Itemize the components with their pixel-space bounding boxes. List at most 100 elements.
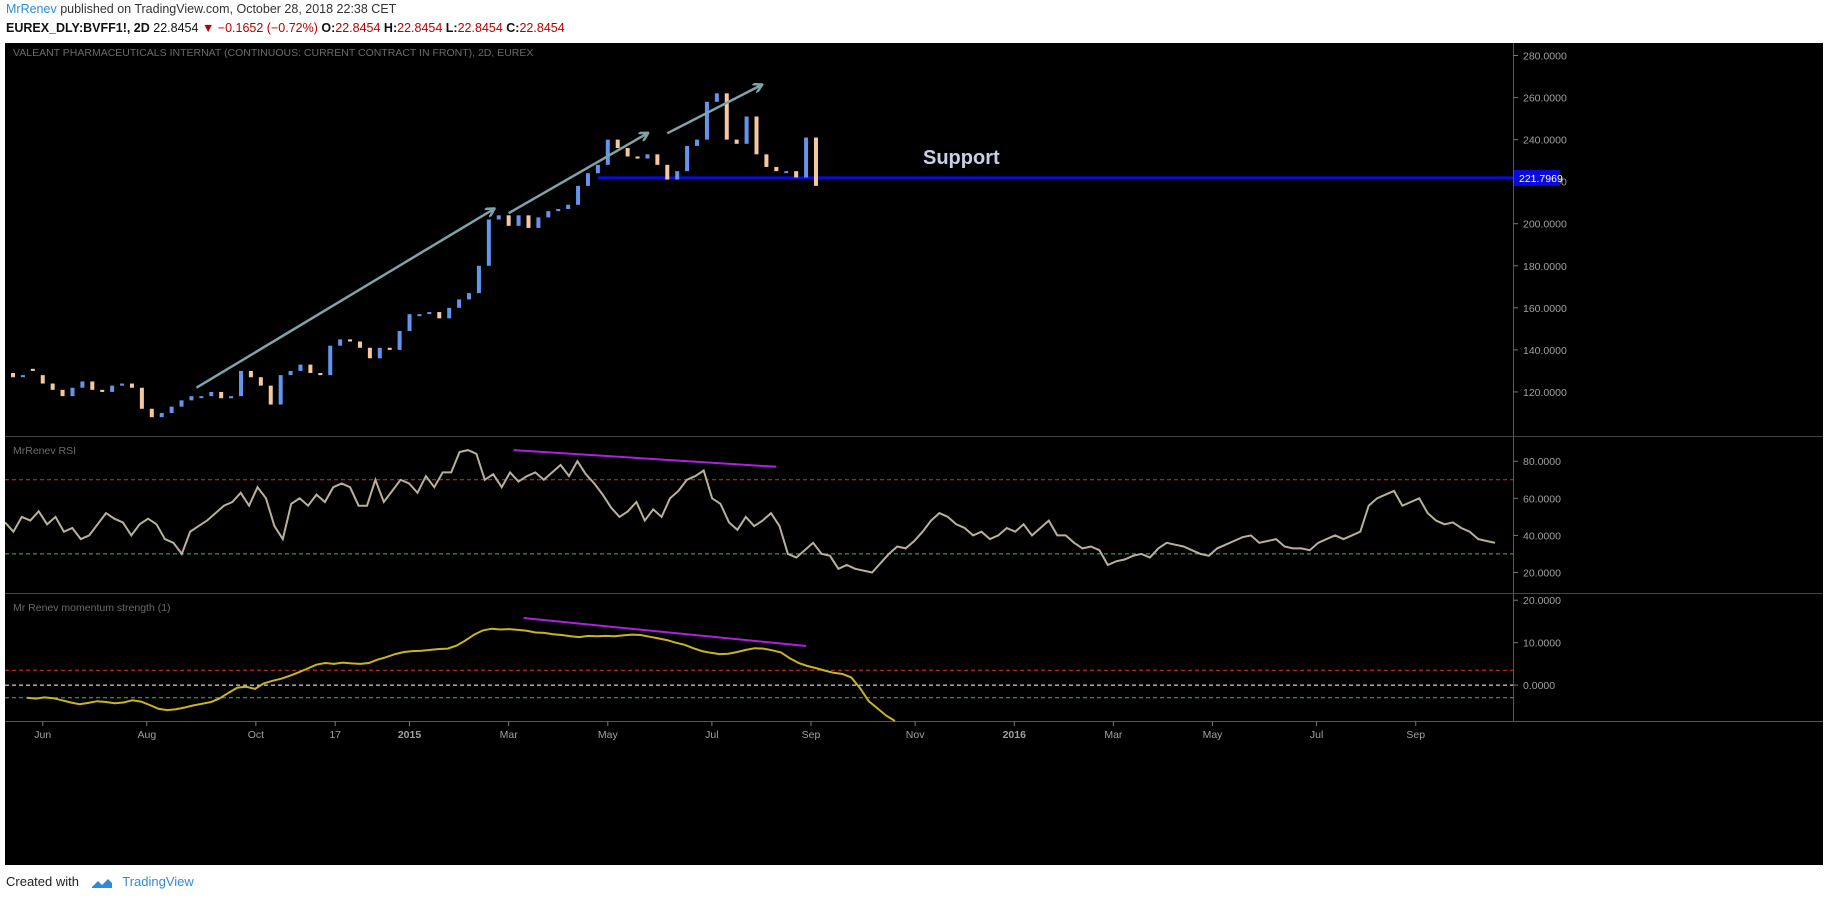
rsi-pane-title: MrRenev RSI: [13, 445, 76, 457]
price-bar: [139, 387, 144, 409]
price-bar: [665, 164, 670, 180]
price-bar: [516, 215, 521, 226]
momentum-line: [26, 627, 896, 722]
main-pane-title: VALEANT PHARMACEUTICALS INTERNAT (CONTIN…: [13, 47, 533, 59]
price-bar: [159, 412, 164, 418]
price-bar: [625, 148, 630, 157]
price-bar: [338, 339, 343, 346]
time-tick-label: Sep: [1406, 729, 1425, 741]
last-price: 22.8454: [153, 21, 199, 35]
price-tick-label: 200.0000: [1523, 219, 1567, 231]
price-bar: [179, 400, 184, 407]
price-bar: [318, 373, 323, 376]
price-bar: [486, 219, 491, 266]
price-bar: [794, 171, 799, 178]
price-bar: [813, 137, 818, 186]
trend-arrow: [666, 85, 761, 135]
close-value: 22.8454: [519, 21, 565, 35]
time-tick-label: 2015: [398, 729, 422, 741]
time-tick-label: Nov: [906, 729, 925, 741]
price-bar: [100, 389, 105, 392]
price-bar: [476, 265, 481, 294]
time-tick-label: Mar: [500, 729, 519, 741]
price-tick-label: 260.0000: [1523, 93, 1567, 105]
momentum-divergence-line: [523, 617, 807, 648]
price-bar: [80, 381, 85, 388]
price-bar: [585, 173, 590, 186]
price-bar: [774, 166, 779, 172]
price-bar: [764, 154, 769, 167]
price-bar: [784, 171, 789, 174]
chart-background: [5, 43, 1823, 865]
price-tick-label: 240.0000: [1523, 135, 1567, 147]
price-bar: [417, 314, 422, 317]
price-bar: [357, 341, 362, 348]
price-bar: [496, 215, 501, 220]
price-bar: [576, 185, 581, 205]
price-bar: [90, 381, 95, 390]
price-bar: [377, 347, 382, 359]
price-bar: [40, 375, 45, 384]
rsi-tick-label: 60.0000: [1523, 493, 1561, 505]
rsi-line: [5, 449, 1496, 574]
price-bar: [110, 385, 115, 392]
price-tick-label: 160.0000: [1523, 303, 1567, 315]
price-bar: [407, 314, 412, 331]
price-bar: [556, 209, 561, 212]
price-bar: [675, 171, 680, 180]
price-bar: [30, 368, 35, 371]
price-bar: [229, 396, 234, 399]
time-tick-label: Jun: [34, 729, 51, 741]
price-bar: [169, 406, 174, 413]
price-bar: [50, 383, 55, 390]
momentum-tick-label: 10.0000: [1523, 638, 1561, 650]
price-bar: [605, 139, 610, 165]
price-bar: [506, 215, 511, 226]
symbol-line: EUREX_DLY:BVFF1!, 2D 22.8454 ▼ −0.1652 (…: [6, 21, 565, 35]
price-bar: [724, 93, 729, 140]
price-bar: [20, 375, 25, 378]
price-bar: [258, 377, 263, 386]
published-text: published on TradingView.com, October 28…: [60, 2, 397, 16]
footer: Created with TradingView: [6, 874, 194, 889]
price-tick-label: 280.0000: [1523, 51, 1567, 63]
support-label: Support: [923, 147, 1000, 169]
open-value: 22.8454: [335, 21, 381, 35]
price-bar: [704, 101, 709, 140]
price-bar: [239, 370, 244, 397]
price-bar: [536, 217, 541, 228]
price-bar: [60, 389, 65, 397]
price-tick-label: 140.0000: [1523, 345, 1567, 357]
created-with-text: Created with: [6, 874, 79, 889]
price-bar: [129, 383, 134, 388]
price-bar: [288, 370, 293, 376]
price-bar: [546, 211, 551, 218]
time-tick-label: Jul: [705, 729, 718, 741]
price-bar: [367, 347, 372, 359]
rsi-tick-label: 20.0000: [1523, 567, 1561, 579]
publish-info: MrRenev published on TradingView.com, Oc…: [6, 2, 396, 16]
price-bar: [447, 307, 452, 319]
price-bar: [804, 137, 809, 178]
price-bar: [328, 345, 333, 376]
time-tick-label: 17: [329, 729, 341, 741]
price-bar: [348, 339, 353, 342]
price-bar: [70, 387, 75, 397]
price-bar: [754, 116, 759, 155]
open-label: O:: [321, 21, 336, 35]
time-tick-label: May: [1203, 729, 1224, 741]
support-price-tag: [1514, 169, 1560, 186]
price-bar: [308, 364, 313, 374]
price-bar: [11, 373, 15, 378]
price-bar: [526, 215, 531, 228]
high-value: 22.8454: [397, 21, 443, 35]
author-link[interactable]: MrRenev: [6, 2, 57, 16]
chart-canvas[interactable]: 280.0000260.0000240.0000220.0000200.0000…: [5, 43, 1823, 865]
price-bar: [685, 145, 690, 172]
price-bar: [199, 396, 204, 399]
momentum-tick-label: 20.0000: [1523, 595, 1561, 607]
time-tick-label: Aug: [137, 729, 156, 741]
price-bar: [149, 408, 154, 418]
low-value: 22.8454: [457, 21, 503, 35]
tradingview-link[interactable]: TradingView: [122, 874, 194, 889]
